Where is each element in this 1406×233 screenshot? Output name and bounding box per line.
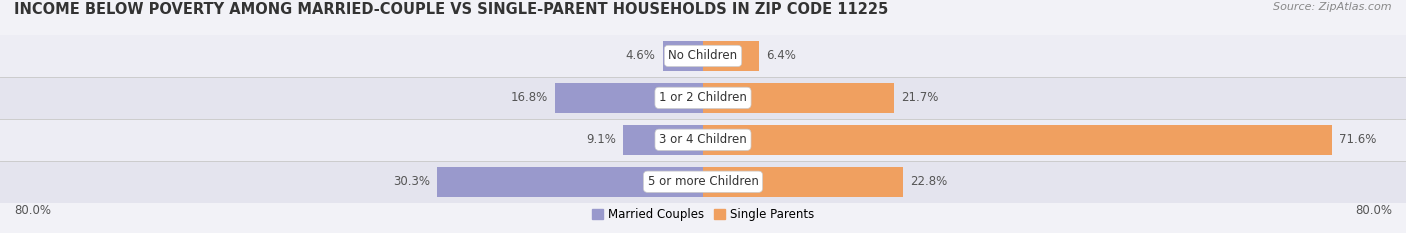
Bar — [703, 41, 759, 71]
Text: 80.0%: 80.0% — [1355, 204, 1392, 217]
Text: Source: ZipAtlas.com: Source: ZipAtlas.com — [1274, 2, 1392, 12]
Text: 21.7%: 21.7% — [901, 91, 938, 104]
Text: 22.8%: 22.8% — [911, 175, 948, 188]
Text: 16.8%: 16.8% — [512, 91, 548, 104]
Bar — [623, 125, 703, 155]
Text: 4.6%: 4.6% — [626, 49, 655, 62]
Bar — [662, 41, 703, 71]
Bar — [437, 167, 703, 197]
Bar — [703, 125, 1333, 155]
Text: 6.4%: 6.4% — [766, 49, 796, 62]
Bar — [0, 77, 1406, 119]
Legend: Married Couples, Single Parents: Married Couples, Single Parents — [586, 203, 820, 226]
Text: 30.3%: 30.3% — [392, 175, 430, 188]
Text: 71.6%: 71.6% — [1339, 133, 1376, 146]
Bar — [703, 83, 894, 113]
Text: No Children: No Children — [668, 49, 738, 62]
Bar — [703, 167, 904, 197]
Text: INCOME BELOW POVERTY AMONG MARRIED-COUPLE VS SINGLE-PARENT HOUSEHOLDS IN ZIP COD: INCOME BELOW POVERTY AMONG MARRIED-COUPL… — [14, 2, 889, 17]
Text: 3 or 4 Children: 3 or 4 Children — [659, 133, 747, 146]
Text: 1 or 2 Children: 1 or 2 Children — [659, 91, 747, 104]
Bar — [555, 83, 703, 113]
Text: 80.0%: 80.0% — [14, 204, 51, 217]
Bar — [0, 119, 1406, 161]
Text: 9.1%: 9.1% — [586, 133, 616, 146]
Bar — [0, 35, 1406, 77]
Bar — [0, 161, 1406, 203]
Text: 5 or more Children: 5 or more Children — [648, 175, 758, 188]
